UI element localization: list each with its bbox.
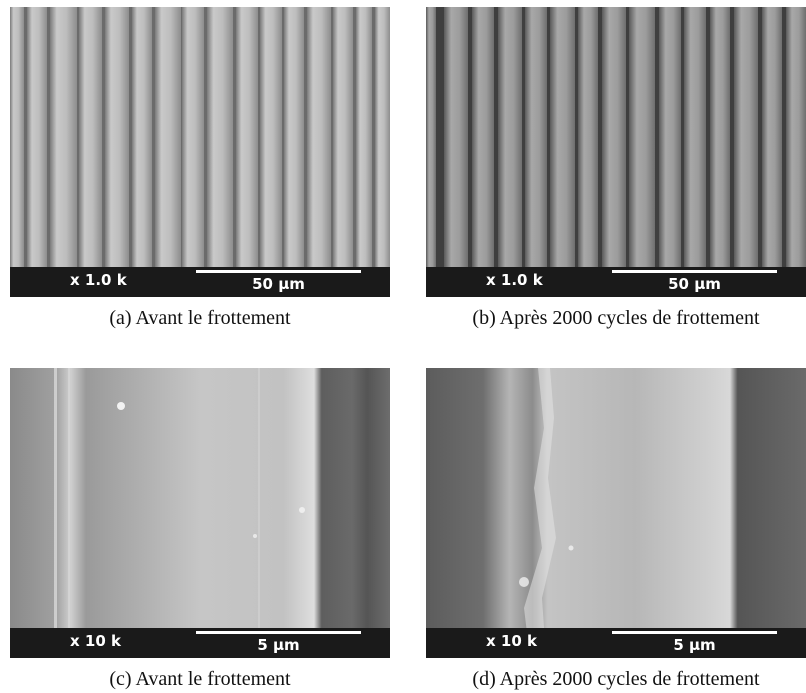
- panel-d: x 10 k 5 µm (d) Après 2000 cycles de fro…: [426, 368, 806, 690]
- panel-b: x 1.0 k 50 µm (b) Après 2000 cycles de f…: [426, 7, 806, 329]
- magnification-label: x 10 k: [486, 632, 537, 650]
- scale-label: 50 µm: [252, 275, 305, 293]
- panel-a: x 1.0 k 50 µm (a) Avant le frottement: [10, 7, 390, 329]
- info-bar: x 1.0 k 50 µm: [426, 267, 806, 297]
- caption-c: (c) Avant le frottement: [109, 668, 291, 690]
- caption-b: (b) Après 2000 cycles de frottement: [472, 307, 760, 329]
- panel-c: x 10 k 5 µm (c) Avant le frottement: [10, 368, 390, 690]
- caption-a: (a) Avant le frottement: [109, 307, 291, 329]
- info-bar: x 10 k 5 µm: [10, 628, 390, 658]
- scale-bar: [612, 631, 777, 634]
- magnification-label: x 1.0 k: [486, 271, 543, 289]
- sem-image-a: x 1.0 k 50 µm: [10, 7, 390, 297]
- scale-bar: [196, 631, 361, 634]
- sem-image-c: x 10 k 5 µm: [10, 368, 390, 658]
- scale-label: 5 µm: [257, 636, 300, 654]
- info-bar: x 1.0 k 50 µm: [10, 267, 390, 297]
- sem-image-b: x 1.0 k 50 µm: [426, 7, 806, 297]
- scale-bar: [612, 270, 777, 273]
- magnification-label: x 10 k: [70, 632, 121, 650]
- caption-d: (d) Après 2000 cycles de frottement: [472, 668, 760, 690]
- scale-bar: [196, 270, 361, 273]
- scale-label: 5 µm: [673, 636, 716, 654]
- scale-label: 50 µm: [668, 275, 721, 293]
- info-bar: x 10 k 5 µm: [426, 628, 806, 658]
- sem-image-d: x 10 k 5 µm: [426, 368, 806, 658]
- magnification-label: x 1.0 k: [70, 271, 127, 289]
